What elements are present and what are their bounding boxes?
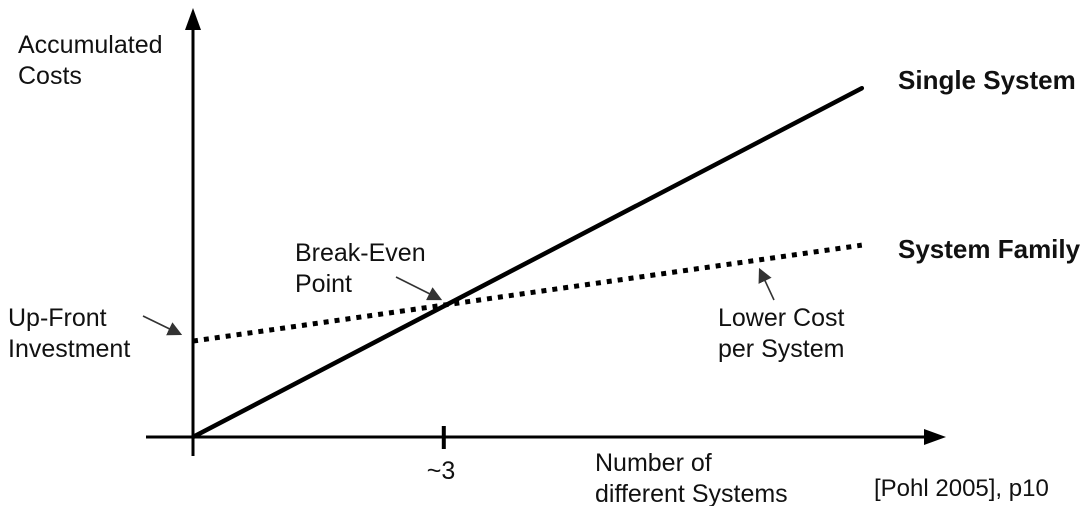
- break-even-label: Break-Even Point: [295, 239, 426, 298]
- x-axis-arrowhead: [924, 429, 946, 445]
- upfront-investment-label: Up-Front Investment: [8, 304, 131, 363]
- x-axis-label: Number of different Systems: [595, 449, 788, 506]
- single-system-label: Single System: [898, 65, 1076, 95]
- citation: [Pohl 2005], p10: [874, 475, 1049, 502]
- system-family-line: [192, 242, 863, 344]
- y-axis-arrowhead: [185, 8, 201, 30]
- y-axis-label: Accumulated Costs: [18, 31, 163, 90]
- lower-cost-label: Lower Cost per System: [718, 304, 845, 363]
- system-family-label: System Family: [898, 234, 1081, 264]
- single-system-line: [190, 85, 865, 440]
- upfront-arrow: [142, 315, 183, 336]
- x-tick-label: ~3: [426, 457, 456, 485]
- lower-cost-arrow: [758, 267, 775, 301]
- break-even-arrow: [395, 276, 443, 301]
